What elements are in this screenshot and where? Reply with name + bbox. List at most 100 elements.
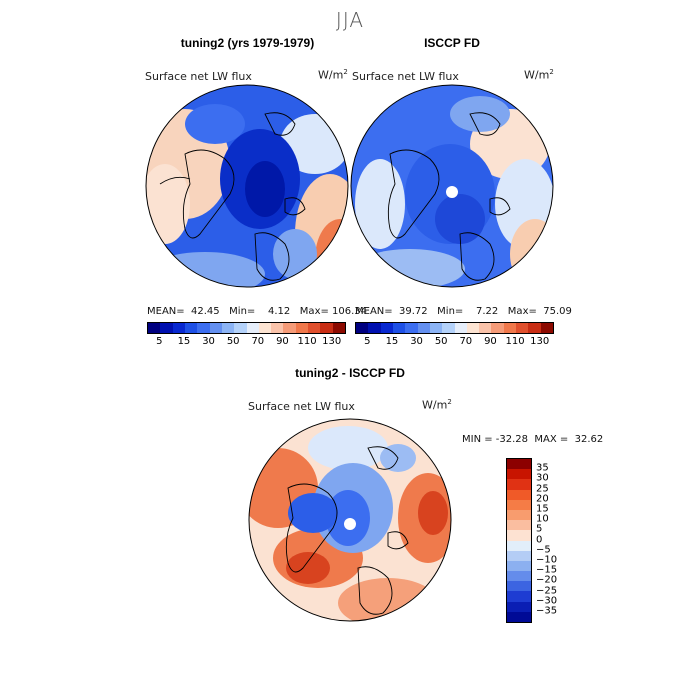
colorbar-tick-label: 70	[251, 336, 265, 347]
colorbar-tick-label: 5	[156, 336, 163, 347]
colorbar-swatch	[507, 489, 531, 500]
colorbar-swatch	[507, 560, 531, 572]
colorbar-swatch	[172, 323, 185, 333]
colorbar-tick-label: 5	[364, 336, 371, 347]
colorbar-tick-label: 35	[536, 462, 549, 474]
colorbar-swatch	[507, 540, 531, 551]
colorbar-swatch	[320, 323, 333, 333]
map-diff	[248, 418, 452, 622]
units-label-diff: W/m2	[422, 398, 452, 412]
colorbar-swatch	[507, 611, 531, 622]
pole-hole	[344, 518, 356, 530]
colorbar-ticks-model: 5 15 30 50 70 90 110 130	[147, 336, 344, 350]
colorbar-swatch	[271, 323, 284, 333]
colorbar-tick-label: 50	[226, 336, 240, 347]
colorbar-swatch	[380, 323, 393, 333]
colorbar-swatch	[392, 323, 406, 333]
colorbar-tick-label: 110	[297, 336, 317, 347]
colorbar-swatch	[308, 323, 321, 333]
colorbar-tick-label: 110	[505, 336, 525, 347]
colorbar-tick-label: 0	[536, 534, 543, 546]
colorbar-swatch	[540, 323, 553, 333]
colorbar-model	[147, 322, 346, 334]
colorbar-swatch	[507, 509, 531, 521]
colorbar-diff	[506, 458, 532, 623]
colorbar-swatch	[442, 323, 455, 333]
colorbar-tick-label: −25	[536, 585, 558, 597]
colorbar-swatch	[160, 323, 173, 333]
colorbar-tick-label: 5	[536, 523, 543, 535]
colorbar-obs	[355, 322, 554, 334]
colorbar-tick-label: 15	[385, 336, 399, 347]
colorbar-tick-label: −35	[536, 605, 558, 617]
colorbar-swatch	[246, 323, 259, 333]
colorbar-swatch	[221, 323, 235, 333]
variable-label-model: Surface net LW flux	[145, 70, 252, 83]
colorbar-tick-label: −30	[536, 595, 558, 607]
colorbar-swatch	[507, 459, 531, 470]
stats-diff: MIN = -32.28 MAX = 32.62	[462, 434, 604, 445]
colorbar-tick-label: 30	[410, 336, 423, 347]
colorbar-swatch	[234, 323, 247, 333]
colorbar-swatch	[503, 323, 517, 333]
colorbar-swatch	[516, 323, 529, 333]
colorbar-tick-label: 25	[536, 483, 549, 495]
colorbar-tick-label: −15	[536, 564, 558, 576]
panel-title-diff: tuning2 - ISCCP FD	[295, 366, 405, 380]
colorbar-tick-label: 50	[434, 336, 448, 347]
panel-title-obs: ISCCP FD	[424, 36, 480, 50]
variable-label-diff: Surface net LW flux	[248, 400, 355, 413]
colorbar-tick-label: 30	[202, 336, 215, 347]
colorbar-swatch	[528, 323, 541, 333]
colorbar-swatch	[405, 323, 418, 333]
colorbar-swatch	[507, 530, 531, 541]
colorbar-tick-label: 130	[530, 336, 550, 347]
colorbar-swatch	[332, 323, 345, 333]
colorbar-swatch	[507, 479, 531, 490]
variable-label-obs: Surface net LW flux	[352, 70, 459, 83]
colorbar-tick-label: 90	[484, 336, 497, 347]
colorbar-swatch	[417, 323, 430, 333]
season-title: JJA	[335, 8, 365, 32]
colorbar-tick-label: 10	[536, 513, 549, 525]
colorbar-swatch	[368, 323, 381, 333]
colorbar-swatch	[466, 323, 480, 333]
colorbar-swatch	[209, 323, 222, 333]
panel-title-model: tuning2 (yrs 1979-1979)	[180, 36, 315, 50]
map-model	[145, 84, 349, 288]
colorbar-swatch	[507, 581, 531, 592]
colorbar-tick-label: 90	[276, 336, 289, 347]
colorbar-swatch	[507, 601, 531, 612]
colorbar-swatch	[507, 550, 531, 561]
colorbar-tick-label: 30	[536, 472, 549, 484]
colorbar-ticks-diff: 35 30 25 20 15 10 5 0 −5 −10 −15 −20 −25 −30 −35	[536, 458, 576, 622]
colorbar-tick-label: −20	[536, 574, 558, 586]
colorbar-swatch	[295, 323, 309, 333]
colorbar-swatch	[197, 323, 210, 333]
colorbar-swatch	[258, 323, 272, 333]
colorbar-swatch	[283, 323, 296, 333]
stats-obs: MEAN= 39.72 Min= 7.22 Max= 75.09	[355, 306, 572, 317]
colorbar-swatch	[356, 323, 369, 333]
colorbar-tick-label: 130	[322, 336, 342, 347]
colorbar-swatch	[507, 591, 531, 602]
colorbar-tick-label: −10	[536, 554, 558, 566]
stats-model: MEAN= 42.45 Min= 4.12 Max= 106.34	[147, 306, 368, 317]
colorbar-swatch	[184, 323, 198, 333]
colorbar-swatch	[491, 323, 504, 333]
colorbar-tick-label: 20	[536, 493, 549, 505]
colorbar-swatch	[507, 499, 531, 510]
colorbar-tick-label: −5	[536, 544, 551, 556]
units-label-model: W/m2	[318, 68, 348, 82]
colorbar-tick-label: 15	[536, 503, 549, 515]
colorbar-swatch	[429, 323, 443, 333]
pole-hole	[446, 186, 458, 198]
colorbar-swatch	[148, 323, 161, 333]
colorbar-swatch	[479, 323, 492, 333]
colorbar-swatch	[507, 571, 531, 582]
map-obs	[350, 84, 554, 288]
units-label-obs: W/m2	[524, 68, 554, 82]
colorbar-tick-label: 15	[177, 336, 191, 347]
colorbar-swatch	[507, 469, 531, 480]
colorbar-swatch	[454, 323, 467, 333]
